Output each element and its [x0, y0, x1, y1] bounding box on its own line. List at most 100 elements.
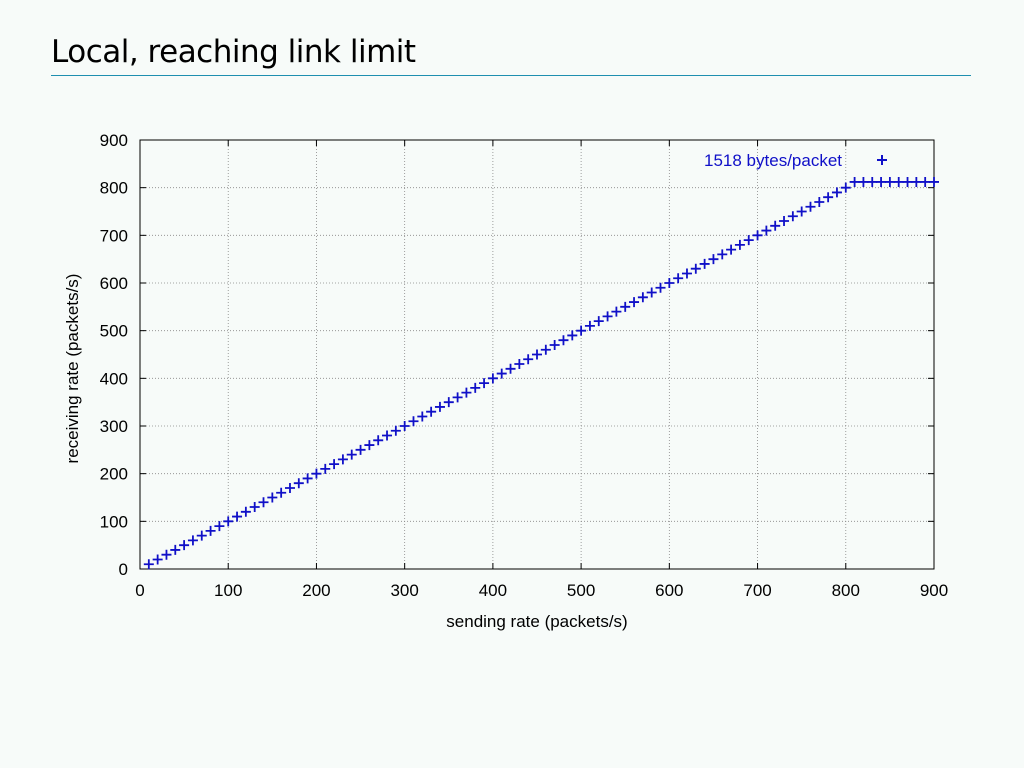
y-tick-label: 500 — [100, 322, 128, 341]
data-point — [602, 311, 613, 322]
data-point — [426, 406, 437, 417]
y-tick-label: 300 — [100, 417, 128, 436]
data-point — [734, 239, 745, 250]
x-tick-label: 700 — [743, 581, 771, 600]
x-tick-label: 900 — [920, 581, 948, 600]
data-point — [699, 258, 710, 269]
data-point — [549, 339, 560, 350]
data-point — [232, 511, 243, 522]
data-point — [761, 225, 772, 236]
data-point — [805, 201, 816, 212]
data-point — [443, 397, 454, 408]
data-point — [620, 301, 631, 312]
data-point — [496, 368, 507, 379]
data-point — [311, 468, 322, 479]
plot-area-frame — [139, 139, 935, 570]
data-point — [479, 378, 490, 389]
x-tick-label: 200 — [302, 581, 330, 600]
data-point — [196, 530, 207, 541]
data-point — [329, 459, 340, 470]
data-point — [867, 176, 878, 187]
legend-marker-icon — [877, 155, 887, 165]
legend-label: 1518 bytes/packet — [704, 151, 842, 170]
data-point — [382, 430, 393, 441]
data-point — [240, 506, 251, 517]
data-point — [611, 306, 622, 317]
data-point — [655, 282, 666, 293]
data-point — [514, 359, 525, 370]
x-tick-label: 800 — [832, 581, 860, 600]
data-point — [540, 344, 551, 355]
data-point — [708, 254, 719, 265]
x-tick-label: 0 — [135, 581, 144, 600]
data-point — [637, 292, 648, 303]
data-point — [205, 525, 216, 536]
data-point — [355, 444, 366, 455]
data-point — [461, 387, 472, 398]
data-point — [584, 320, 595, 331]
data-point — [302, 473, 313, 484]
data-point — [179, 540, 190, 551]
data-point — [249, 502, 260, 513]
data-points — [143, 176, 939, 570]
data-point — [452, 392, 463, 403]
data-point — [214, 521, 225, 532]
x-tick-label: 300 — [390, 581, 418, 600]
data-point — [929, 176, 939, 187]
data-point — [408, 416, 419, 427]
data-point — [752, 230, 763, 241]
data-point — [902, 176, 913, 187]
data-point — [690, 263, 701, 274]
data-point — [840, 182, 851, 193]
data-point — [779, 216, 790, 227]
y-tick-label: 400 — [100, 369, 128, 388]
x-tick-label: 600 — [655, 581, 683, 600]
data-point — [681, 268, 692, 279]
y-tick-label: 800 — [100, 179, 128, 198]
data-point — [364, 440, 375, 451]
data-point — [576, 325, 587, 336]
data-point — [770, 220, 781, 231]
data-point — [858, 176, 869, 187]
data-point — [284, 482, 295, 493]
data-point — [417, 411, 428, 422]
data-point — [814, 196, 825, 207]
data-point — [399, 421, 410, 431]
data-point — [470, 382, 481, 393]
data-point — [558, 335, 569, 346]
y-tick-label: 100 — [100, 512, 128, 531]
y-axis-label: receiving rate (packets/s) — [63, 274, 82, 464]
data-point — [532, 349, 542, 360]
data-point — [743, 235, 754, 246]
data-point — [187, 535, 198, 546]
data-point — [823, 192, 834, 203]
data-point — [893, 176, 904, 187]
data-point — [434, 401, 445, 412]
data-point — [320, 463, 331, 474]
x-tick-label: 100 — [214, 581, 242, 600]
data-point — [849, 176, 860, 187]
data-point — [170, 544, 181, 555]
data-point — [143, 559, 154, 570]
data-point — [373, 435, 384, 446]
data-point — [293, 478, 304, 489]
data-point — [646, 287, 657, 298]
data-point — [920, 176, 931, 187]
data-point — [567, 330, 578, 341]
data-point — [831, 187, 842, 198]
data-point — [152, 554, 163, 565]
data-point — [258, 497, 269, 508]
data-point — [673, 273, 684, 284]
data-point — [664, 278, 675, 288]
data-point — [796, 206, 807, 217]
data-point — [717, 249, 728, 260]
x-tick-label: 500 — [567, 581, 595, 600]
data-point — [726, 244, 737, 255]
grid-lines — [140, 140, 934, 569]
data-point — [523, 354, 534, 365]
data-point — [593, 316, 604, 327]
data-point — [487, 373, 498, 384]
x-axis-label: sending rate (packets/s) — [446, 612, 627, 631]
data-point — [787, 211, 798, 222]
